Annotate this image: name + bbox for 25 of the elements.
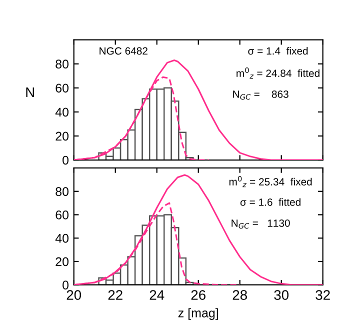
x-tick-label: 24 [150,290,164,300]
annotation: σ = 1.6 fitted [240,198,300,206]
y-tick-label: 0 [62,280,69,290]
y-tick-label: 20 [56,132,69,141]
annotation: N$_{GC}$ = 1130 [232,219,290,229]
annotation: σ = 1.4 fixed [248,47,308,55]
y-tick-label: 40 [55,234,69,243]
annotation: NGC 6482 [100,47,148,55]
y-axis-title: N [26,87,34,98]
x-tick-label: 30 [274,290,289,300]
y-tick-label: 40 [55,108,69,117]
x-tick-label: 28 [232,290,247,300]
y-tick-label: 60 [56,84,69,93]
y-tick-label: 60 [56,210,69,220]
x-tick-label: 26 [191,290,206,300]
annotation: m$^{0}$$_{z}$ = 25.34 fixed [229,176,312,188]
y-tick-label: 80 [56,60,69,69]
y-tick-label: 80 [56,187,69,196]
y-tick-label: 0 [62,156,69,165]
y-tick-label: 20 [56,257,69,266]
x-tick-label: 22 [108,290,122,300]
annotation: N$_{GC}$ = 863 [233,90,288,100]
x-tick-label: 32 [316,290,330,300]
annotation: m$^{0}$$_{z}$ = 24.84 fitted [236,67,320,79]
x-axis-title: z [mag] [178,308,218,320]
